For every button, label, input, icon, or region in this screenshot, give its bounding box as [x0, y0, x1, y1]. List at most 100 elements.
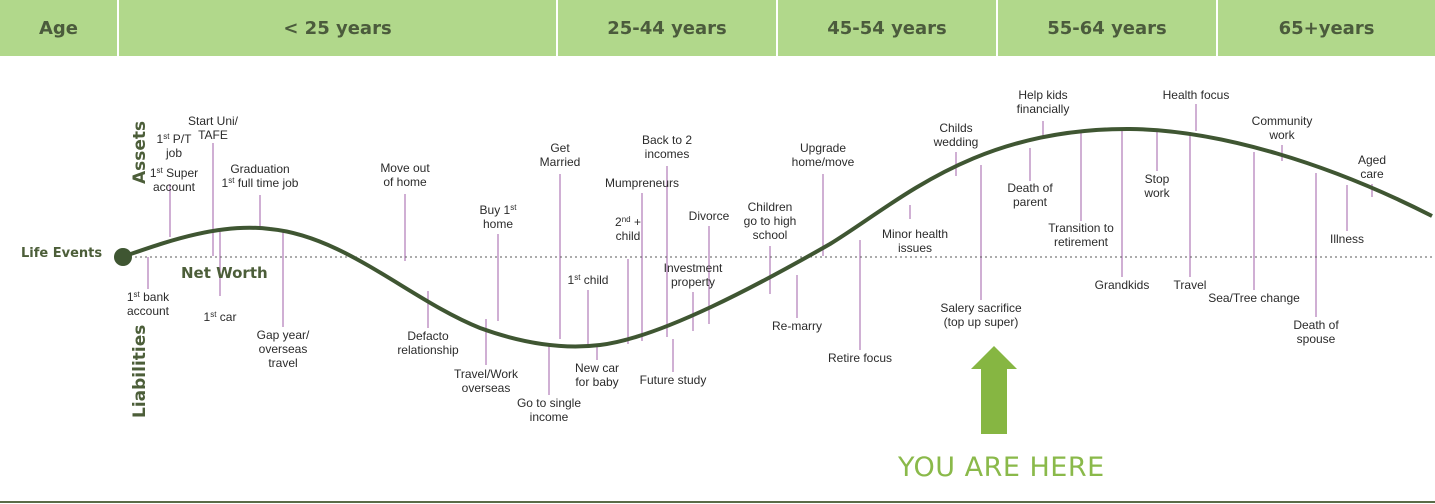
- first-car-label: 1st car: [204, 310, 237, 325]
- community-work-line: Community: [1252, 114, 1313, 128]
- header-age: Age: [0, 0, 117, 56]
- travel-line: Travel: [1174, 278, 1207, 292]
- stop-work-label: Stop work: [1143, 172, 1170, 200]
- childs-wedding-line: Childs: [939, 121, 972, 135]
- single-income-label: Go to single income: [517, 396, 581, 424]
- investment-property-line: property: [671, 275, 715, 289]
- minor-health-line: issues: [898, 241, 932, 255]
- second-child-label: 2nd + child: [615, 215, 641, 244]
- death-of-parent-label: Death of parent: [1007, 181, 1053, 209]
- re-marry-line: Re-marry: [772, 319, 822, 333]
- first-bank-label: 1st bank account: [127, 290, 170, 319]
- new-car-line: for baby: [575, 375, 618, 389]
- net-worth-curve: [121, 126, 1433, 349]
- life-events-diagram: Assets Liabilities Life Events Net Worth…: [21, 88, 1435, 434]
- illness-line: Illness: [1330, 232, 1364, 246]
- event-labels: 1st P/T job 1st Super account Start Uni/TAFE…: [127, 88, 1386, 424]
- help-kids-line: financially: [1017, 102, 1070, 116]
- minor-health-label: Minor health issues: [882, 227, 948, 255]
- childs-wedding-line: wedding: [933, 135, 979, 149]
- first-bank-line: 1st bank: [127, 290, 170, 305]
- defacto-line: Defacto: [407, 329, 449, 343]
- travel-work-label: Travel/Work overseas: [454, 367, 519, 395]
- grandkids-label: Grandkids: [1095, 278, 1150, 292]
- age-header: Age < 25 years 25-44 years 45-54 years 5…: [0, 0, 1435, 56]
- illness-label: Illness: [1330, 232, 1364, 246]
- help-kids-label: Help kids financially: [1017, 88, 1070, 116]
- new-car-line: New car: [575, 361, 619, 375]
- aged-care-line: care: [1360, 167, 1384, 181]
- get-married-line: Get: [550, 141, 570, 155]
- death-of-parent-line: Death of: [1007, 181, 1053, 195]
- header-under-25: < 25 years: [117, 0, 556, 56]
- first-super-label: 1st Super account: [150, 166, 198, 195]
- header-65-plus: 65+years: [1216, 0, 1435, 56]
- back-to-2-incomes-line: incomes: [645, 147, 690, 161]
- move-out-line: of home: [383, 175, 427, 189]
- health-focus-label: Health focus: [1163, 88, 1230, 102]
- first-pt-job-line: 1st P/T: [157, 132, 193, 147]
- children-high-school-line: go to high: [744, 214, 797, 228]
- grandkids-line: Grandkids: [1095, 278, 1150, 292]
- future-study-line: Future study: [640, 373, 707, 387]
- transition-retirement-label: Transition to retirement: [1048, 221, 1114, 249]
- get-married-label: Get Married: [540, 141, 581, 169]
- death-of-spouse-line: Death of: [1293, 318, 1339, 332]
- travel-work-line: overseas: [462, 381, 511, 395]
- header-45-54: 45-54 years: [776, 0, 996, 56]
- divorce-line: Divorce: [689, 209, 730, 223]
- get-married-line: Married: [540, 155, 581, 169]
- first-child-label: 1st child: [568, 273, 609, 288]
- divorce-label: Divorce: [689, 209, 730, 223]
- assets-label: Assets: [130, 121, 150, 184]
- children-high-school-line: Children: [748, 200, 793, 214]
- help-kids-line: Help kids: [1018, 88, 1067, 102]
- single-income-line: income: [530, 410, 569, 424]
- childs-wedding-label: Childs wedding: [933, 121, 979, 149]
- you-are-here-label: YOU ARE HERE: [898, 452, 1105, 483]
- single-income-line: Go to single: [517, 396, 581, 410]
- salary-sacrifice-label: Salery sacrifice (top up super): [940, 301, 1022, 329]
- defacto-line: relationship: [397, 343, 459, 357]
- back-to-2-incomes-label: Back to 2 incomes: [642, 133, 692, 161]
- travel-work-line: Travel/Work: [454, 367, 519, 381]
- life-events-label: Life Events: [21, 246, 102, 261]
- header-55-64: 55-64 years: [996, 0, 1216, 56]
- investment-property-label: Investment property: [664, 261, 723, 289]
- investment-property-line: Investment: [664, 261, 723, 275]
- first-bank-line: account: [127, 304, 170, 318]
- upgrade-home-line: home/move: [792, 155, 855, 169]
- second-child-line: child: [616, 229, 641, 243]
- community-work-line: work: [1268, 128, 1295, 142]
- first-child-line: 1st child: [568, 273, 609, 288]
- second-child-line: 2nd +: [615, 215, 641, 230]
- new-car-label: New car for baby: [575, 361, 619, 389]
- minor-health-line: Minor health: [882, 227, 948, 241]
- graduation-label: Graduation 1st full time job: [222, 162, 299, 190]
- children-high-school-line: school: [753, 228, 788, 242]
- buy-home-line: Buy 1st: [480, 203, 518, 218]
- move-out-line: Move out: [380, 161, 430, 175]
- transition-retirement-line: retirement: [1054, 235, 1109, 249]
- retire-focus-label: Retire focus: [828, 351, 892, 365]
- gap-year-label: Gap year/overseas travel: [257, 328, 310, 370]
- salary-sacrifice-line: Salery sacrifice: [940, 301, 1022, 315]
- community-work-label: Community work: [1252, 114, 1313, 142]
- first-super-line: account: [153, 180, 196, 194]
- death-of-spouse-line: spouse: [1297, 332, 1336, 346]
- gap-year-line: overseas: [259, 342, 308, 356]
- bottom-rule: [0, 501, 1435, 503]
- first-pt-job-label: 1st P/T job: [157, 132, 193, 161]
- salary-sacrifice-line: (top up super): [944, 315, 1019, 329]
- start-dot: [114, 248, 132, 266]
- sea-tree-change-label: Sea/Tree change: [1208, 291, 1300, 305]
- start-uni-line: Start Uni/: [188, 114, 239, 128]
- first-car-line: 1st car: [204, 310, 237, 325]
- mumpreneurs-label: Mumpreneurs: [605, 176, 679, 190]
- future-study-label: Future study: [640, 373, 707, 387]
- liabilities-label: Liabilities: [130, 325, 150, 418]
- move-out-label: Move out of home: [380, 161, 430, 189]
- start-uni-line: TAFE: [198, 128, 228, 142]
- travel-label: Travel: [1174, 278, 1207, 292]
- gap-year-line: travel: [268, 356, 297, 370]
